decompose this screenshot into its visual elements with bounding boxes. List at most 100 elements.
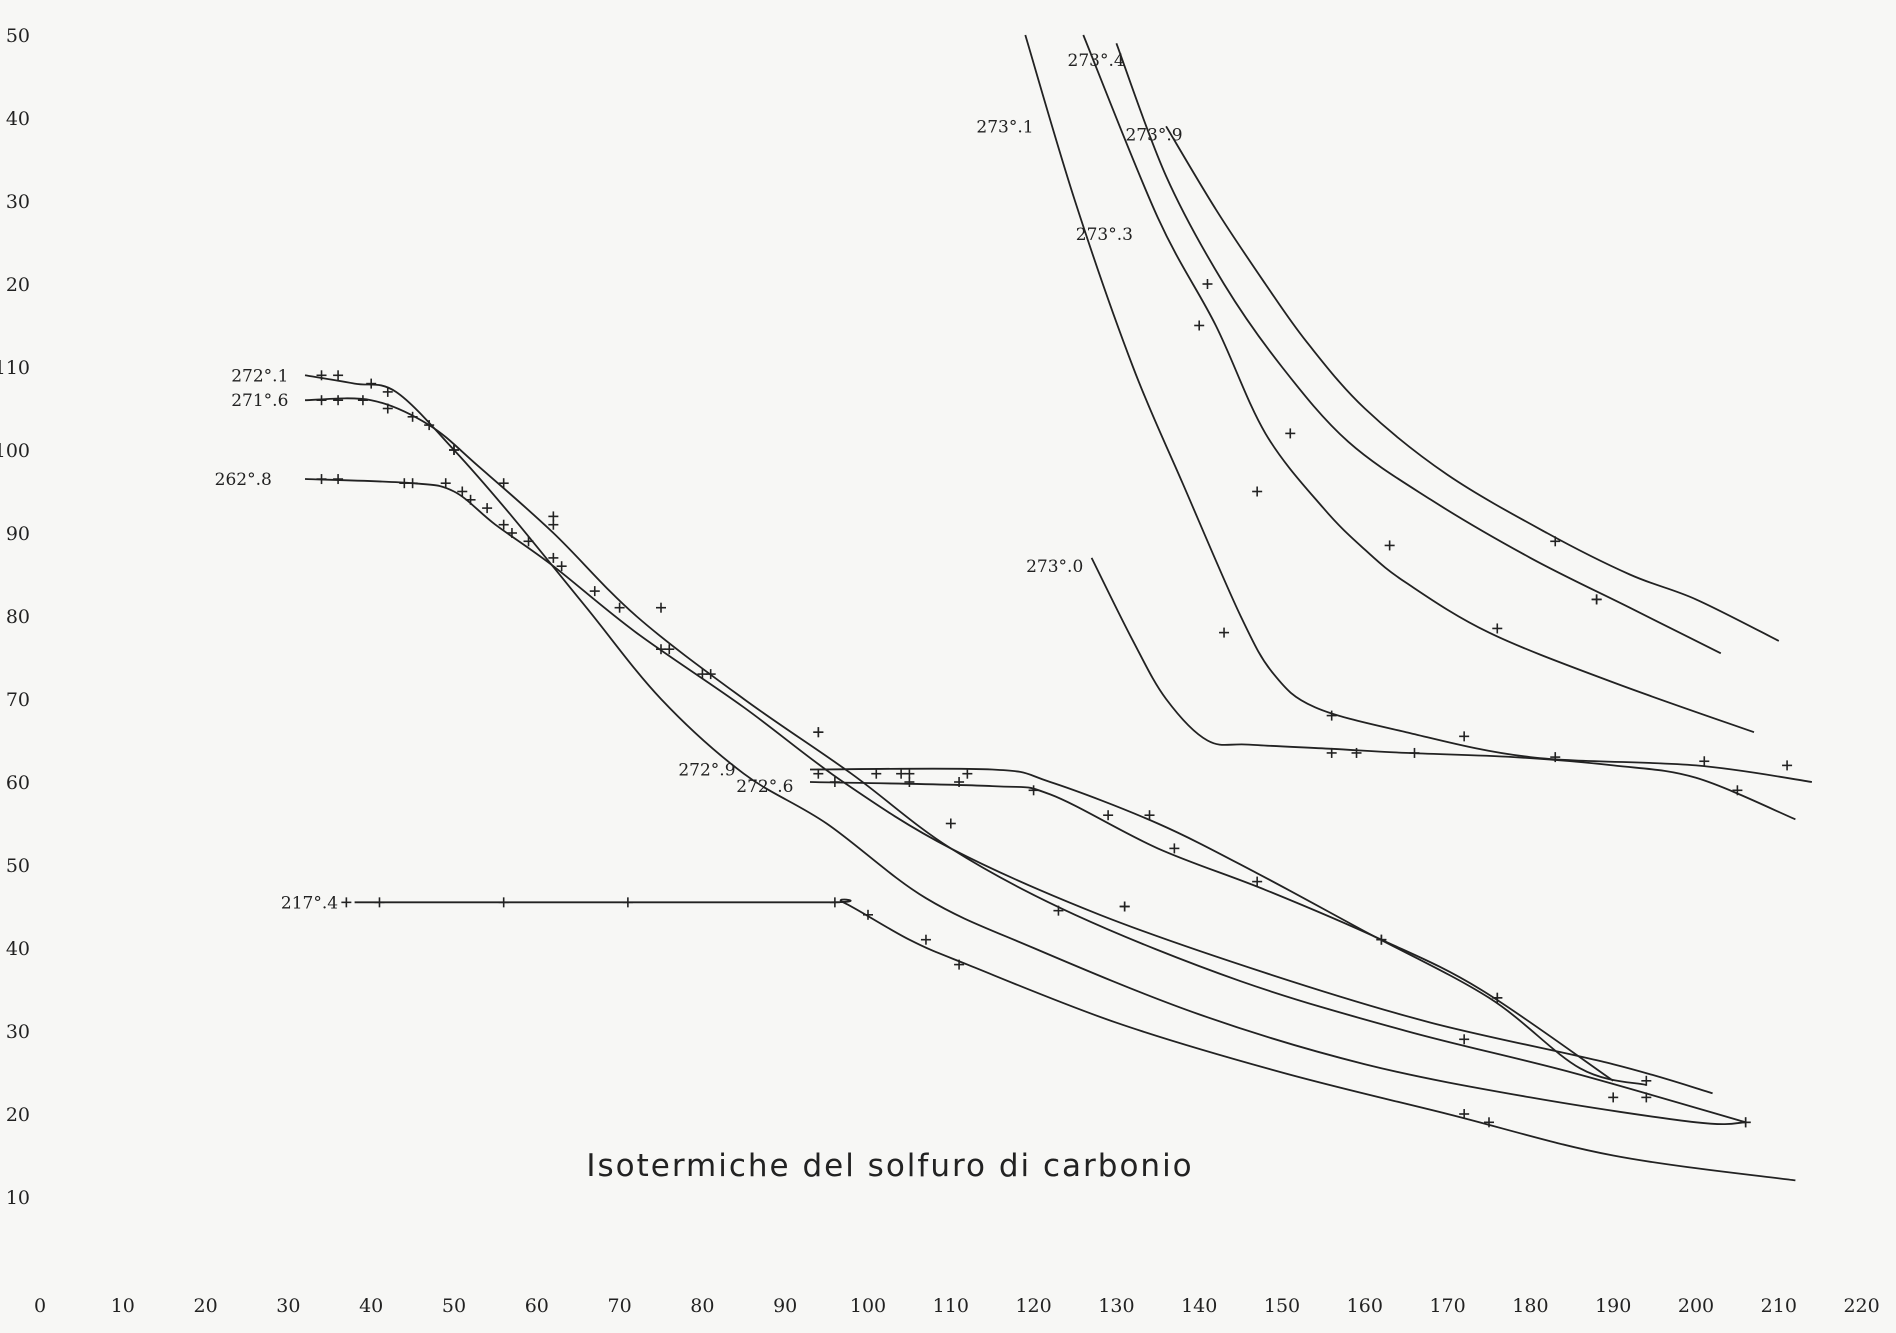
curve-label-217-4: 217°.4 <box>281 893 338 913</box>
y-tick-label: 110 <box>0 357 30 379</box>
y-tick-label: 30 <box>6 191 30 213</box>
curve-label-273-1: 273°.1 <box>976 117 1033 137</box>
marker-layer <box>316 279 1793 1128</box>
data-point-marker <box>813 727 824 738</box>
curve-label-273-0: 273°.0 <box>1026 557 1083 577</box>
data-point-marker <box>1484 1117 1494 1128</box>
data-point-marker <box>382 403 393 414</box>
data-point-marker <box>1550 752 1561 763</box>
curve-label-272-1: 272°.1 <box>231 366 288 386</box>
data-point-marker <box>1144 810 1155 821</box>
data-point-marker <box>498 519 509 530</box>
data-point-marker <box>1194 320 1205 331</box>
data-point-marker <box>1492 623 1503 634</box>
x-tick-label: 80 <box>690 1295 714 1317</box>
data-point-marker <box>498 478 509 489</box>
curve-label-272-9: 272°.9 <box>678 761 735 781</box>
data-point-marker <box>813 768 824 779</box>
x-tick-label: 70 <box>608 1295 632 1317</box>
data-point-marker <box>548 519 559 530</box>
data-point-marker <box>382 386 393 397</box>
data-point-marker <box>1326 747 1337 758</box>
data-point-marker <box>1459 1034 1470 1045</box>
data-point-marker <box>962 768 973 779</box>
data-point-marker <box>954 959 965 970</box>
x-tick-label: 10 <box>111 1295 135 1317</box>
data-point-marker <box>1699 756 1710 767</box>
isotherm-curve-262-8 <box>304 478 1713 1095</box>
isotherm-curve-273-1 <box>1024 34 1813 783</box>
data-point-marker <box>498 897 509 908</box>
x-tick-label: 40 <box>359 1295 383 1317</box>
x-tick-label: 200 <box>1678 1295 1714 1317</box>
data-point-marker <box>366 378 377 389</box>
data-point-marker <box>829 777 840 787</box>
data-point-marker <box>622 897 633 908</box>
data-point-marker <box>1550 536 1561 547</box>
x-tick-label: 50 <box>442 1295 466 1317</box>
data-point-marker <box>1285 428 1296 439</box>
data-point-marker <box>506 528 517 538</box>
x-tick-label: 90 <box>773 1295 797 1317</box>
data-point-marker <box>904 777 915 787</box>
x-tick-label: 100 <box>850 1295 886 1317</box>
isotherm-curve-272-1 <box>304 374 1746 1126</box>
x-tick-label: 130 <box>1098 1295 1134 1317</box>
data-point-marker <box>1252 876 1263 887</box>
data-point-marker <box>1641 1092 1652 1103</box>
axis-layer: 0 10 20 30 40 50 60 70 80 90 100 110 120 130 140 150 160… <box>0 25 1880 1317</box>
y-tick-label: 100 <box>0 440 30 462</box>
isotherm-curve-271-6 <box>304 397 1746 1124</box>
data-point-marker <box>614 602 625 613</box>
chart-title: Isotermiche del solfuro di carbonio <box>586 1148 1193 1184</box>
data-point-marker <box>1103 810 1114 821</box>
data-point-marker <box>1641 1075 1652 1086</box>
data-point-marker <box>1326 710 1337 721</box>
y-tick-label: 40 <box>6 108 30 130</box>
x-tick-label: 60 <box>525 1295 549 1317</box>
isotherm-curve-273-0 <box>1090 557 1796 821</box>
y-tick-label: 50 <box>6 25 30 47</box>
isotherm-curve-272-6 <box>809 781 1614 1082</box>
x-tick-label: 170 <box>1429 1295 1465 1317</box>
data-point-marker <box>1591 594 1602 605</box>
data-point-marker <box>316 474 327 485</box>
data-point-marker <box>333 395 344 406</box>
y-tick-label: 80 <box>6 606 30 628</box>
curve-label-271-6: 271°.6 <box>231 391 288 411</box>
data-point-marker <box>1351 747 1362 758</box>
data-point-marker <box>1202 279 1213 289</box>
data-point-marker <box>871 768 882 779</box>
y-tick-label: 60 <box>6 772 30 794</box>
x-tick-label: 160 <box>1347 1295 1383 1317</box>
curve-label-273-4: 273°.4 <box>1068 51 1125 71</box>
data-point-marker <box>1169 843 1180 854</box>
y-tick-label: 70 <box>6 689 30 711</box>
curve-label-273-3: 273°.3 <box>1076 225 1133 245</box>
data-point-marker <box>316 395 327 406</box>
data-point-marker <box>316 370 327 381</box>
curve-layer <box>304 34 1813 1182</box>
data-point-marker <box>424 420 435 431</box>
x-tick-label: 30 <box>276 1295 300 1317</box>
data-point-marker <box>333 370 344 381</box>
x-tick-label: 110 <box>933 1295 969 1317</box>
x-tick-label: 190 <box>1595 1295 1631 1317</box>
y-tick-label: 30 <box>6 1021 30 1043</box>
data-point-marker <box>1782 760 1793 771</box>
data-point-marker <box>1028 785 1039 796</box>
data-point-marker <box>341 897 352 908</box>
data-point-marker <box>374 897 385 908</box>
data-point-marker <box>863 909 873 920</box>
data-point-marker <box>407 478 418 489</box>
data-point-marker <box>465 494 476 505</box>
data-point-marker <box>656 644 666 655</box>
data-point-marker <box>1409 747 1420 758</box>
curve-label-262-8: 262°.8 <box>215 470 272 490</box>
data-point-marker <box>482 503 493 514</box>
data-point-marker <box>1740 1117 1751 1128</box>
data-point-marker <box>1376 934 1387 945</box>
y-tick-label: 20 <box>6 1104 30 1126</box>
